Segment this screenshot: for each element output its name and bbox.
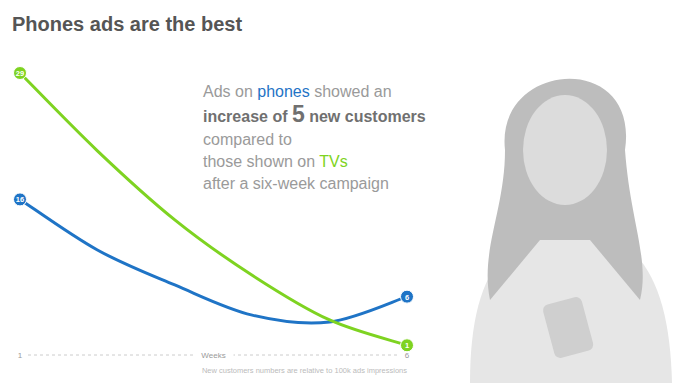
point-marker xyxy=(14,67,27,80)
annotation-segment: 5 xyxy=(292,101,305,127)
annotation-line: those shown on TVs xyxy=(203,153,348,170)
annotation-segment: showed an xyxy=(310,83,392,100)
photo-phone xyxy=(542,296,595,359)
annotation-segment: phones xyxy=(257,83,310,100)
annotation-segment: new customers xyxy=(305,108,426,125)
x-axis-label-bg xyxy=(194,349,234,361)
annotation-segment: TVs xyxy=(319,153,347,170)
data-label: 1 xyxy=(405,341,409,350)
annotation-segment: those shown on xyxy=(203,153,319,170)
annotation-segment: increase of xyxy=(203,108,292,125)
annotation-segment: Ads on xyxy=(203,83,257,100)
x-tick-label: 6 xyxy=(405,351,410,360)
point-marker xyxy=(401,290,414,303)
series-line xyxy=(20,199,407,323)
annotation-segment: compared to xyxy=(203,131,292,148)
data-label: 29 xyxy=(16,69,24,78)
photo-placeholder xyxy=(470,79,672,383)
annotation-segment: after a six-week campaign xyxy=(203,175,389,192)
photo-hair xyxy=(488,79,643,300)
photo-face xyxy=(523,95,607,205)
annotation-line: increase of 5 new customers xyxy=(203,101,426,127)
point-marker xyxy=(401,339,414,352)
footnote: New customers numbers are relative to 10… xyxy=(202,366,407,375)
point-marker xyxy=(14,193,27,206)
annotation-line: Ads on phones showed an xyxy=(203,83,392,100)
x-tick-label: 1 xyxy=(18,351,23,360)
data-label: 6 xyxy=(405,293,409,302)
annotation-line: compared to xyxy=(203,131,292,148)
annotation-line: after a six-week campaign xyxy=(203,175,389,192)
chart-canvas: Phones ads are the bestWeeks16New custom… xyxy=(0,0,680,383)
data-label: 16 xyxy=(16,195,24,204)
x-axis-label: Weeks xyxy=(201,351,225,360)
title: Phones ads are the best xyxy=(12,13,242,35)
